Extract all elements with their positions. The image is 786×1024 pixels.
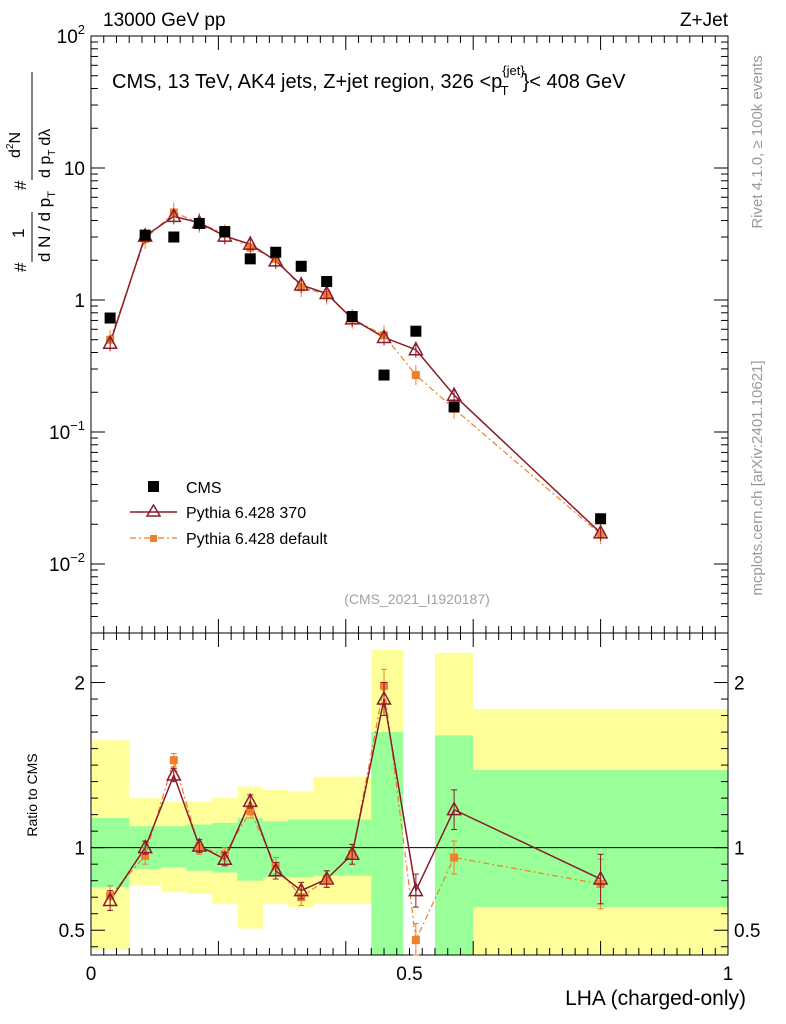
- ratio-p370-point: [293, 882, 309, 897]
- ratio-p370-point: [137, 839, 153, 854]
- ratio-ytick-label-right: 2: [734, 674, 745, 695]
- ratio-xtick-label: 0.5: [396, 964, 422, 985]
- svg-text:1: 1: [9, 229, 28, 238]
- legend: CMS Pythia 6.428 370 Pythia 6.428 defaul…: [130, 480, 328, 548]
- main-ytick-label: 1: [74, 291, 85, 312]
- p370-point: [408, 341, 424, 356]
- ratio-ytick-label-left: 2: [74, 674, 85, 695]
- cms-point: [193, 217, 205, 229]
- ratio-pdef-point: [169, 756, 178, 765]
- cms-point: [168, 231, 180, 243]
- ratio-ytick-label-left: 0.5: [59, 921, 85, 942]
- cms-point: [346, 310, 358, 322]
- legend-pdef-label: Pythia 6.428 default: [186, 531, 328, 548]
- p370-point: [242, 235, 259, 250]
- legend-cms-marker: [148, 481, 159, 492]
- main-ytick-label: 10: [64, 159, 85, 180]
- band-1sigma: [371, 732, 404, 955]
- svg-text:d N / d pT: d N / d pT: [35, 191, 58, 262]
- ratio-p370-line: [109, 698, 601, 901]
- ratio-p370-point: [318, 870, 335, 885]
- ratio-ytick-label-right: 1: [734, 839, 745, 860]
- band-1sigma: [161, 826, 187, 868]
- ratio-p370-point: [191, 837, 208, 852]
- p370-point: [446, 386, 462, 401]
- legend-p370-label: Pythia 6.428 370: [186, 505, 306, 522]
- series-p370-line: [109, 215, 602, 534]
- ratio-xtick-label: 1: [723, 964, 734, 985]
- pdef-point: [411, 371, 420, 380]
- cms-point: [378, 369, 390, 381]
- ratio-ytick-label-right: 0.5: [734, 921, 760, 942]
- ratio-p370-point: [166, 766, 182, 781]
- ratio-xtick-label: 0: [86, 964, 97, 985]
- p370-point: [293, 276, 309, 291]
- svg-text:#: #: [11, 262, 30, 272]
- main-ytick-label: 10−2: [49, 550, 85, 576]
- p370-point: [592, 524, 609, 539]
- ratio-p370-point: [102, 891, 118, 907]
- p370-point: [102, 334, 118, 350]
- cms-point: [410, 325, 422, 337]
- ratio-p370-point: [408, 882, 424, 897]
- band-1sigma: [288, 819, 314, 878]
- ratio-xlabel: LHA (charged-only): [565, 987, 746, 1010]
- ratio-pdef-point: [246, 807, 255, 816]
- cms-point: [244, 253, 256, 265]
- cms-point: [219, 226, 231, 238]
- p370-point: [376, 328, 392, 344]
- ratio-ylabel: Ratio to CMS: [24, 753, 40, 836]
- cms-point: [448, 401, 460, 413]
- ratio-plot: 0.5 0.5 1 1 2 2 0 0.5 1: [59, 632, 760, 985]
- ratio-p370-point: [376, 690, 392, 705]
- mcplots-label: mcplots.cern.ch [arXiv:2401.10621]: [749, 360, 766, 595]
- p370-point: [267, 252, 284, 267]
- header-right: Z+Jet: [680, 10, 729, 31]
- ratio-pdef-point: [450, 853, 459, 862]
- ratio-p370-point: [267, 862, 284, 877]
- cms-point: [321, 276, 333, 288]
- rivet-label: Rivet 4.1.0, ≥ 100k events: [749, 55, 766, 228]
- watermark: (CMS_2021_I1920187): [344, 591, 490, 607]
- p370-point: [318, 284, 335, 300]
- plot-title: CMS, 13 TeV, AK4 jets, Z+jet region, 326…: [112, 63, 626, 98]
- cms-point: [295, 260, 307, 272]
- svg-text:d2N: d2N: [5, 132, 24, 158]
- main-plot: 10−2 10−1 1 10 102: [49, 22, 729, 634]
- svg-text:#: #: [11, 180, 30, 190]
- main-ylabel: # 1 d N / d pT # d2N d pTdλ: [5, 72, 58, 272]
- ratio-p370-point: [446, 801, 462, 816]
- cms-point: [104, 312, 116, 324]
- band-1sigma: [91, 817, 130, 888]
- ratio-p370-point: [344, 845, 360, 861]
- header-left: 13000 GeV pp: [103, 10, 226, 31]
- legend-cms-label: CMS: [186, 480, 222, 497]
- svg-text:d pTdλ: d pTdλ: [37, 129, 58, 178]
- ratio-ytick-label-left: 1: [74, 839, 85, 860]
- ratio-p370-point: [242, 792, 259, 808]
- cms-point: [270, 246, 282, 258]
- ratio-p370-point: [217, 850, 233, 865]
- series-pdef-line: [109, 211, 601, 535]
- main-ytick-label: 102: [57, 22, 85, 48]
- legend-p370-marker: [145, 503, 162, 517]
- cms-point: [595, 513, 607, 525]
- p370-point: [166, 207, 182, 223]
- legend-pdef-marker: [150, 535, 157, 542]
- ratio-p370-point: [592, 870, 609, 885]
- ratio-pdef-point: [411, 936, 420, 945]
- cms-point: [139, 229, 151, 241]
- main-ytick-label: 10−1: [49, 418, 85, 444]
- ratio-pdef-point: [141, 851, 150, 860]
